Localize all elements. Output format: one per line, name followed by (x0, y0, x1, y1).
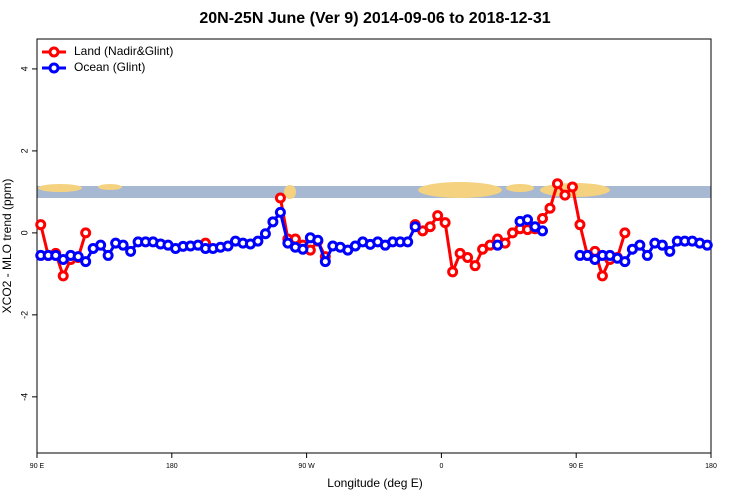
x-tick-label: 0 (439, 463, 443, 470)
data-point (80, 256, 92, 268)
data-point (102, 249, 114, 261)
data-point (319, 256, 331, 268)
data-point (95, 239, 107, 251)
data-point (35, 219, 47, 231)
x-tick-label: 90 E (30, 463, 45, 470)
data-point (222, 240, 234, 252)
series (35, 206, 713, 268)
data-point (267, 216, 279, 228)
data-point (274, 192, 286, 204)
data-point (409, 221, 421, 233)
x-tick-label: 180 (705, 463, 717, 470)
data-point (492, 239, 504, 251)
data-point (559, 189, 571, 201)
data-point (447, 266, 459, 278)
y-tick-label: -2 (19, 311, 29, 319)
y-axis-label: XCO2 - MLO trend (ppm) (0, 179, 14, 314)
data-point (522, 214, 534, 226)
data-point (619, 227, 631, 239)
x-tick-label: 90 E (569, 463, 584, 470)
data-point (537, 213, 548, 225)
y-tick-label: 0 (19, 230, 29, 235)
data-point (574, 219, 586, 231)
data-point (259, 228, 271, 240)
legend-marker (48, 46, 60, 58)
data-point (469, 260, 481, 272)
legend-label: Ocean (Glint) (74, 60, 145, 74)
data-point (125, 245, 137, 257)
data-point (701, 239, 713, 251)
chart-title: 20N-25N June (Ver 9) 2014-09-06 to 2018-… (199, 10, 550, 27)
legend-label: Land (Nadir&Glint) (74, 44, 173, 58)
data-point (312, 234, 324, 246)
x-tick-label: 90 W (298, 463, 315, 470)
data-point (462, 251, 474, 263)
map-strip (37, 182, 711, 199)
data-point (72, 251, 84, 263)
data-point (634, 239, 646, 251)
data-point (544, 202, 556, 214)
data-point (297, 243, 309, 255)
x-tick-label: 180 (166, 463, 178, 470)
data-point (402, 236, 414, 248)
data-point (439, 217, 451, 229)
data-point (551, 178, 563, 190)
data-point (424, 221, 436, 233)
data-point (619, 256, 631, 268)
data-point (274, 206, 286, 218)
x-axis-label: Longitude (deg E) (327, 476, 422, 490)
legend-marker (48, 62, 60, 74)
data-point (117, 239, 129, 251)
data-point (664, 245, 676, 257)
data-point (80, 227, 92, 239)
data-point (596, 270, 608, 282)
data-point (641, 249, 653, 261)
y-tick-label: -4 (19, 393, 29, 401)
data-point (537, 225, 548, 237)
data-point (57, 270, 69, 282)
data-point (432, 210, 444, 222)
data-point (656, 239, 668, 251)
data-point (566, 181, 578, 193)
y-tick-label: 4 (19, 66, 29, 71)
y-tick-label: 2 (19, 148, 29, 153)
data-point (252, 235, 264, 247)
